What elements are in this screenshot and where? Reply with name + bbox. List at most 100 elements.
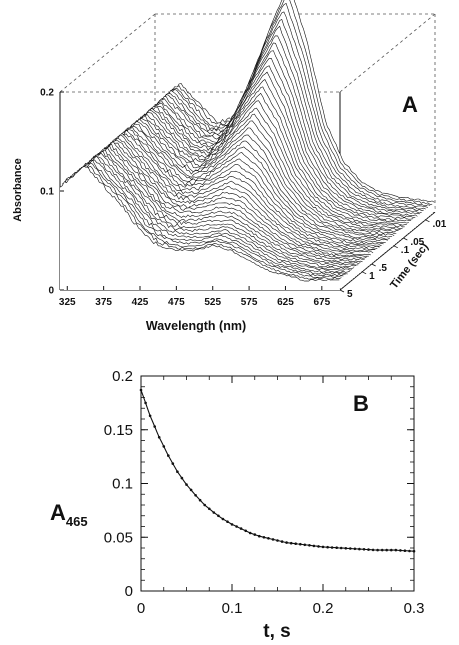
spectrum-trace bbox=[74, 152, 355, 270]
panel-a-zlabel: Time (sec) bbox=[388, 241, 431, 291]
data-point bbox=[335, 546, 339, 549]
spectrum-trace bbox=[148, 11, 428, 208]
panel-b-x-ticks: 0 0.1 0.2 0.3 bbox=[137, 376, 425, 617]
spectrum-trace bbox=[152, 0, 433, 205]
panel-a-letter: A bbox=[402, 92, 418, 117]
data-point bbox=[217, 514, 220, 518]
spectrum-trace bbox=[68, 159, 348, 275]
data-point bbox=[258, 534, 261, 538]
data-point bbox=[294, 542, 298, 545]
spectrum-trace bbox=[108, 126, 388, 242]
x-tick-label: 525 bbox=[204, 297, 221, 308]
panel-a-z-ticks: .01 .05.1 .5 1 5 bbox=[339, 219, 447, 300]
data-point bbox=[289, 541, 293, 545]
spectrum-trace bbox=[150, 2, 431, 207]
data-point bbox=[321, 545, 325, 549]
spectrum-trace bbox=[123, 100, 403, 230]
data-point bbox=[339, 546, 343, 550]
data-point bbox=[235, 525, 238, 528]
spectrum-trace bbox=[131, 71, 412, 222]
spectra-group bbox=[59, 0, 435, 290]
x-tick-label: 375 bbox=[95, 297, 112, 308]
data-point bbox=[139, 388, 143, 392]
data-point bbox=[176, 470, 179, 474]
z-tick-label: 1 bbox=[369, 271, 375, 282]
x-tick-label: 0.2 bbox=[313, 600, 334, 617]
spectrum-trace bbox=[125, 92, 405, 228]
data-point bbox=[353, 547, 357, 551]
z-tick-mark bbox=[371, 263, 376, 267]
x-tick-label: 575 bbox=[241, 297, 258, 308]
data-point bbox=[262, 536, 266, 539]
x-tick-label: 675 bbox=[313, 297, 330, 308]
panel-b-y-ticks: 0 0.05 0.1 0.15 0.2 bbox=[104, 368, 414, 600]
data-point bbox=[403, 549, 407, 552]
z-tick-mark bbox=[403, 237, 408, 241]
data-point bbox=[399, 549, 402, 552]
spectrum-trace bbox=[120, 107, 401, 231]
data-point bbox=[267, 537, 270, 540]
y-tick-label: 0.1 bbox=[112, 476, 133, 493]
data-point bbox=[194, 494, 197, 497]
x-tick-label: 0.3 bbox=[404, 600, 425, 617]
spectrum-fill bbox=[60, 166, 340, 290]
data-point bbox=[371, 548, 375, 552]
panel-b-ylabel-subscript: 465 bbox=[66, 514, 88, 529]
data-point bbox=[367, 548, 370, 551]
panel-b-ylabel-main: A bbox=[50, 500, 66, 525]
spectrum-trace bbox=[89, 142, 369, 257]
spectrum-trace bbox=[95, 134, 376, 252]
y-tick-label: 0 bbox=[48, 286, 54, 297]
panel-a: 0 0.1 0.2 325 375 425 475 525 575 625 675 .01 .05.… bbox=[12, 0, 447, 333]
data-point bbox=[230, 523, 234, 526]
z-tick-mark bbox=[339, 289, 345, 293]
spectrum-trace bbox=[140, 42, 420, 215]
spectrum-trace bbox=[154, 0, 435, 203]
data-point bbox=[167, 454, 170, 457]
data-point bbox=[248, 531, 252, 535]
panel-a-ylabel: Absorbance bbox=[12, 158, 24, 222]
data-point bbox=[226, 520, 229, 523]
data-point bbox=[153, 425, 156, 428]
data-point bbox=[385, 548, 389, 552]
data-point bbox=[144, 401, 147, 405]
spectrum-trace bbox=[118, 113, 399, 233]
spectrum-trace bbox=[137, 50, 418, 217]
data-point bbox=[308, 544, 311, 547]
spectrum-trace bbox=[135, 57, 416, 218]
spectrum-trace bbox=[72, 156, 352, 271]
spectrum-trace bbox=[129, 79, 409, 224]
spectrum-trace bbox=[101, 129, 382, 247]
y-tick-label: 0.15 bbox=[104, 422, 133, 439]
spectrum-trace bbox=[97, 132, 378, 250]
data-point bbox=[271, 538, 275, 541]
decay-curve bbox=[139, 388, 416, 553]
spectrum-trace bbox=[133, 65, 414, 220]
spectrum-trace bbox=[146, 18, 426, 210]
spectrum-trace bbox=[99, 133, 380, 249]
spectrum-trace bbox=[66, 159, 346, 277]
y-tick-label: 0.2 bbox=[112, 368, 133, 385]
z-tick-label: .05 bbox=[410, 237, 424, 248]
spectrum-trace bbox=[62, 165, 342, 280]
data-point bbox=[221, 517, 225, 521]
spectrum-trace bbox=[81, 146, 361, 265]
z-tick-mark bbox=[361, 271, 367, 275]
spectrum-trace bbox=[87, 141, 367, 259]
data-point bbox=[326, 545, 329, 549]
data-point bbox=[312, 544, 316, 548]
panel-a-x-ticks: 325 375 425 475 525 575 625 675 bbox=[59, 286, 331, 308]
data-point bbox=[203, 503, 206, 507]
spectrum-trace bbox=[110, 123, 391, 240]
data-point bbox=[198, 498, 202, 502]
data-point bbox=[189, 488, 193, 492]
data-point bbox=[162, 445, 166, 448]
z-tick-mark bbox=[425, 219, 430, 223]
spectrum-trace bbox=[85, 143, 365, 261]
data-point bbox=[330, 546, 334, 549]
spectrum-trace bbox=[127, 86, 407, 226]
spectrum-trace bbox=[76, 150, 357, 268]
data-point bbox=[303, 543, 307, 547]
data-point bbox=[208, 507, 211, 511]
spectrum-trace bbox=[70, 155, 350, 273]
